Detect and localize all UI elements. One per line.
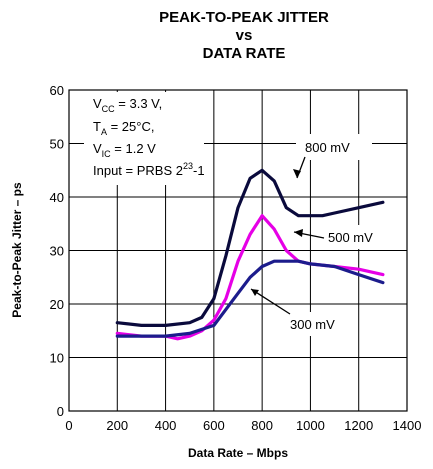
- y-tick-label: 50: [50, 137, 64, 152]
- condition-ta: TA = 25°C,: [93, 119, 154, 137]
- series-line-800mv: [115, 168, 385, 327]
- y-tick-label: 60: [50, 83, 64, 98]
- condition-vcc-sub: CC: [102, 104, 115, 114]
- label-500mv: 500 mV: [328, 230, 373, 245]
- x-axis-title: Data Rate – Mbps: [188, 446, 288, 460]
- x-tick-label: 0: [65, 418, 72, 433]
- y-axis-title: Peak-to-Peak Jitter – ps: [10, 182, 24, 318]
- condition-ta-base: T: [93, 119, 101, 134]
- condition-input-base: Input = PRBS 2: [93, 163, 183, 178]
- condition-ta-rest: = 25°C,: [107, 119, 154, 134]
- y-tick-label: 20: [50, 297, 64, 312]
- condition-vic-sub: IC: [102, 149, 112, 159]
- condition-vcc: VCC = 3.3 V,: [93, 96, 162, 114]
- label-bg-500mv: [318, 225, 400, 249]
- x-tick-label: 1400: [393, 418, 422, 433]
- condition-vic-base: V: [93, 141, 102, 156]
- condition-vic: VIC = 1.2 V: [93, 141, 156, 159]
- y-tick-label: 10: [50, 351, 64, 366]
- conditions-box: [84, 92, 204, 185]
- chart-title-line-3: DATA RATE: [203, 45, 286, 62]
- condition-ta-sub: A: [101, 127, 107, 137]
- x-tick-label: 600: [203, 418, 225, 433]
- x-tick-label: 1200: [344, 418, 373, 433]
- arrowhead-300mv: [251, 289, 259, 296]
- arrowhead-500mv: [294, 229, 303, 237]
- arrowhead-800mv: [293, 169, 301, 178]
- label-300mv: 300 mV: [290, 317, 335, 332]
- leader-300mv: [250, 288, 291, 315]
- x-tick-label: 1000: [296, 418, 325, 433]
- y-tick-label: 40: [50, 190, 64, 205]
- chart-title-line-1: PEAK-TO-PEAK JITTER: [159, 9, 329, 26]
- condition-input-rest: -1: [193, 163, 205, 178]
- x-tick-label: 200: [106, 418, 128, 433]
- tick-labels: 0 200 400 600 800 1000 1200 1400 0 10 20 30 40 50 60: [50, 83, 422, 433]
- label-bg-300mv: [280, 312, 354, 336]
- label-800mv: 800 mV: [305, 140, 350, 155]
- x-tick-label: 400: [155, 418, 177, 433]
- y-tick-label: 30: [50, 244, 64, 259]
- condition-input-sup: 23: [183, 161, 193, 171]
- condition-vcc-base: V: [93, 96, 102, 111]
- series-line-300mv: [115, 259, 385, 338]
- condition-vic-rest: = 1.2 V: [111, 141, 156, 156]
- label-bg-800mv: [296, 134, 372, 160]
- x-tick-label: 800: [251, 418, 273, 433]
- condition-vcc-rest: = 3.3 V,: [115, 96, 163, 111]
- condition-input: Input = PRBS 223-1: [93, 161, 205, 178]
- series-lines: [115, 168, 385, 341]
- chart-title-line-2: vs: [236, 27, 253, 44]
- y-tick-label: 0: [57, 404, 64, 419]
